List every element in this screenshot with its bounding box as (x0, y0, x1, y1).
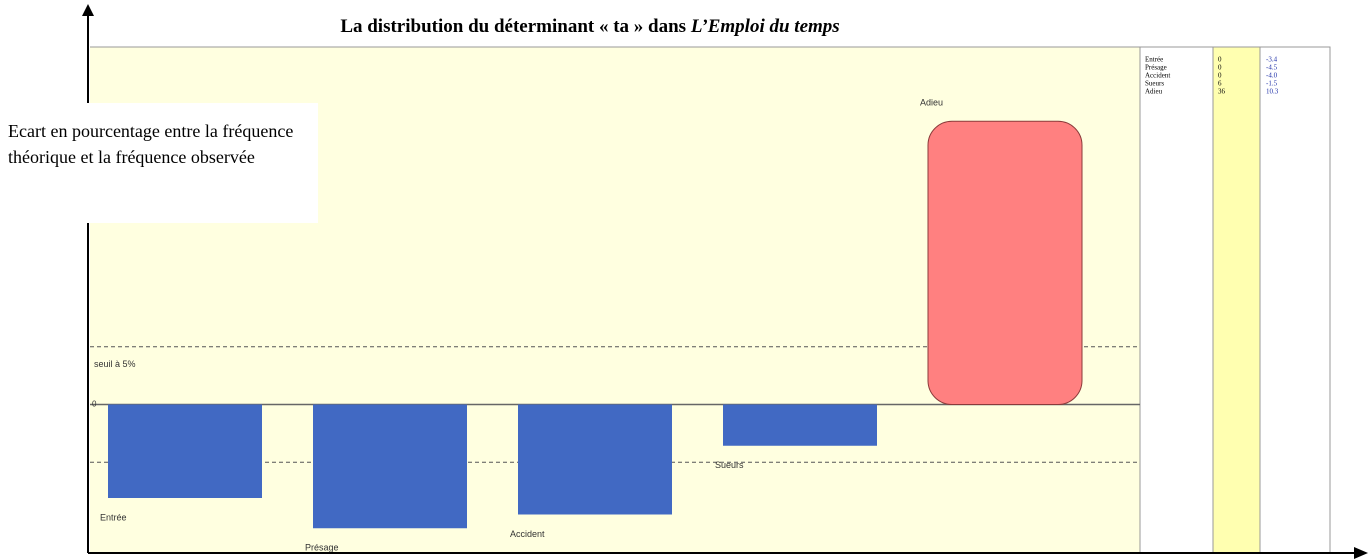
bar (313, 404, 467, 529)
threshold-label: seuil à 5% (94, 359, 136, 369)
chart-title: La distribution du déterminant « ta » da… (340, 16, 839, 37)
table-column (1259, 46, 1331, 554)
title-text: La distribution du déterminant « ta » da… (340, 16, 691, 37)
table-name: Présage (1145, 64, 1167, 72)
table-column (1212, 46, 1261, 554)
bar (723, 404, 877, 446)
bar-category-label: Sueurs (715, 460, 744, 470)
table-count: 0 (1218, 72, 1222, 80)
table-value: -3.4 (1266, 56, 1278, 64)
bar-category-label: Adieu (920, 98, 943, 108)
bar-category-label: Accident (510, 529, 545, 539)
x-axis-arrow (1354, 547, 1368, 559)
table-column (1139, 46, 1214, 554)
bar (108, 404, 262, 498)
table-count: 6 (1218, 80, 1222, 88)
y-tick-label: 0 (92, 400, 97, 409)
y-axis-label: Ecart en pourcentage entre la fréquence … (0, 103, 318, 223)
title-italic: L’Emploi du temps (690, 16, 840, 37)
table-value: -4.5 (1266, 64, 1278, 72)
y-axis-arrow (82, 4, 94, 16)
bar-category-label: Présage (305, 543, 339, 553)
table-count: 0 (1218, 64, 1222, 72)
table-value: -1.5 (1266, 80, 1278, 88)
table-name: Accident (1145, 72, 1170, 80)
table-name: Adieu (1145, 88, 1163, 96)
table-name: Entrée (1145, 56, 1163, 64)
table-count: 0 (1218, 56, 1222, 64)
table-count: 36 (1218, 88, 1226, 96)
table-value: -4.0 (1266, 72, 1278, 80)
bar (518, 404, 672, 515)
bar-category-label: Entrée (100, 512, 127, 522)
table-value: 10.3 (1266, 88, 1279, 96)
bar (927, 120, 1083, 405)
table-name: Sueurs (1145, 80, 1164, 88)
